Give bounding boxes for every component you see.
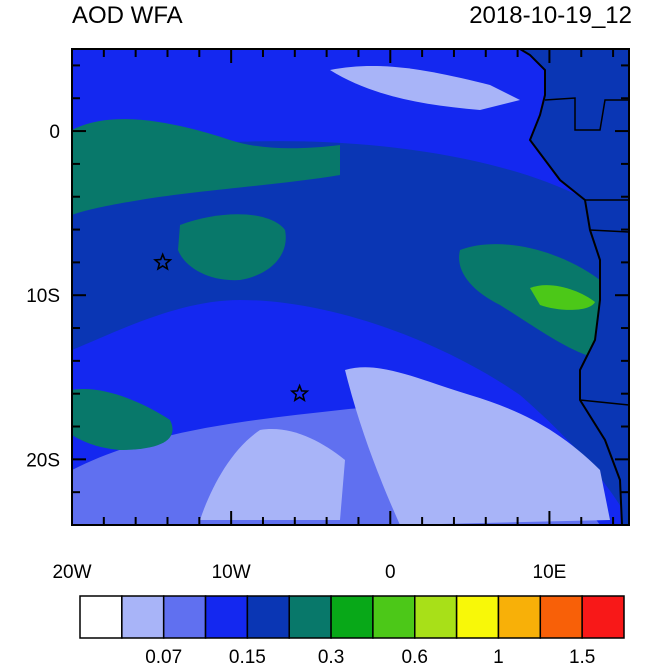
- colorbar-box: [497, 595, 542, 639]
- colorbar-label: 1: [493, 647, 504, 667]
- country-border-4: [544, 97, 629, 131]
- x-tick-label: 0: [385, 562, 396, 583]
- aod-high-region-southwest: [72, 389, 173, 450]
- colorbar-label: 0.6: [402, 647, 428, 667]
- colorbar-box: [79, 595, 123, 639]
- y-tick-label: 10S: [26, 286, 60, 307]
- aod-field: [72, 49, 629, 525]
- country-border-2: [589, 229, 629, 233]
- colorbar-box: [372, 595, 416, 639]
- colorbar: [79, 595, 625, 639]
- colorbar-box: [204, 595, 249, 639]
- map-frame: [71, 48, 630, 526]
- country-border-1: [579, 399, 629, 406]
- aod-high-region-northwest: [72, 119, 340, 215]
- colorbar-box: [414, 595, 458, 639]
- map-date: 2018-10-19_12: [469, 2, 632, 29]
- axis-ticks: [71, 49, 629, 526]
- x-tick-label: 10E: [533, 562, 567, 583]
- colorbar-box: [162, 595, 207, 639]
- colorbar-box: [455, 595, 500, 639]
- colorbar-box: [539, 595, 583, 639]
- colorbar-box: [246, 595, 290, 639]
- y-tick-label: 0: [49, 122, 60, 143]
- colorbar-label: 0.07: [145, 647, 182, 667]
- aod-very-low-region-south: [345, 367, 610, 525]
- aod-very-low-region-patches: [200, 429, 345, 520]
- star-marker-west: [153, 252, 173, 271]
- aod-peak-region: [530, 285, 595, 310]
- map-title: AOD WFA: [72, 2, 183, 29]
- colorbar-box: [288, 595, 332, 639]
- star-marker-south: [289, 383, 310, 402]
- y-tick-label: 20S: [26, 450, 60, 471]
- station-markers: [153, 252, 310, 402]
- x-tick-label: 20W: [52, 562, 91, 583]
- y-axis-labels: 0 10S 20S: [26, 122, 60, 471]
- colorbar-label: 1.5: [569, 647, 595, 667]
- colorbar-box: [121, 595, 165, 639]
- aod-high-region-central: [178, 214, 286, 281]
- colorbar-labels: 0.07 0.15 0.3 0.6 1 1.5: [145, 647, 595, 667]
- colorbar-box: [330, 595, 374, 639]
- colorbar-box: [581, 595, 625, 639]
- colorbar-label: 0.3: [318, 647, 344, 667]
- x-axis-labels: 20W 10W 0 10E: [52, 562, 566, 583]
- aod-very-low-region-north: [330, 65, 520, 110]
- x-tick-label: 10W: [212, 562, 251, 583]
- colorbar-label: 0.15: [229, 647, 266, 667]
